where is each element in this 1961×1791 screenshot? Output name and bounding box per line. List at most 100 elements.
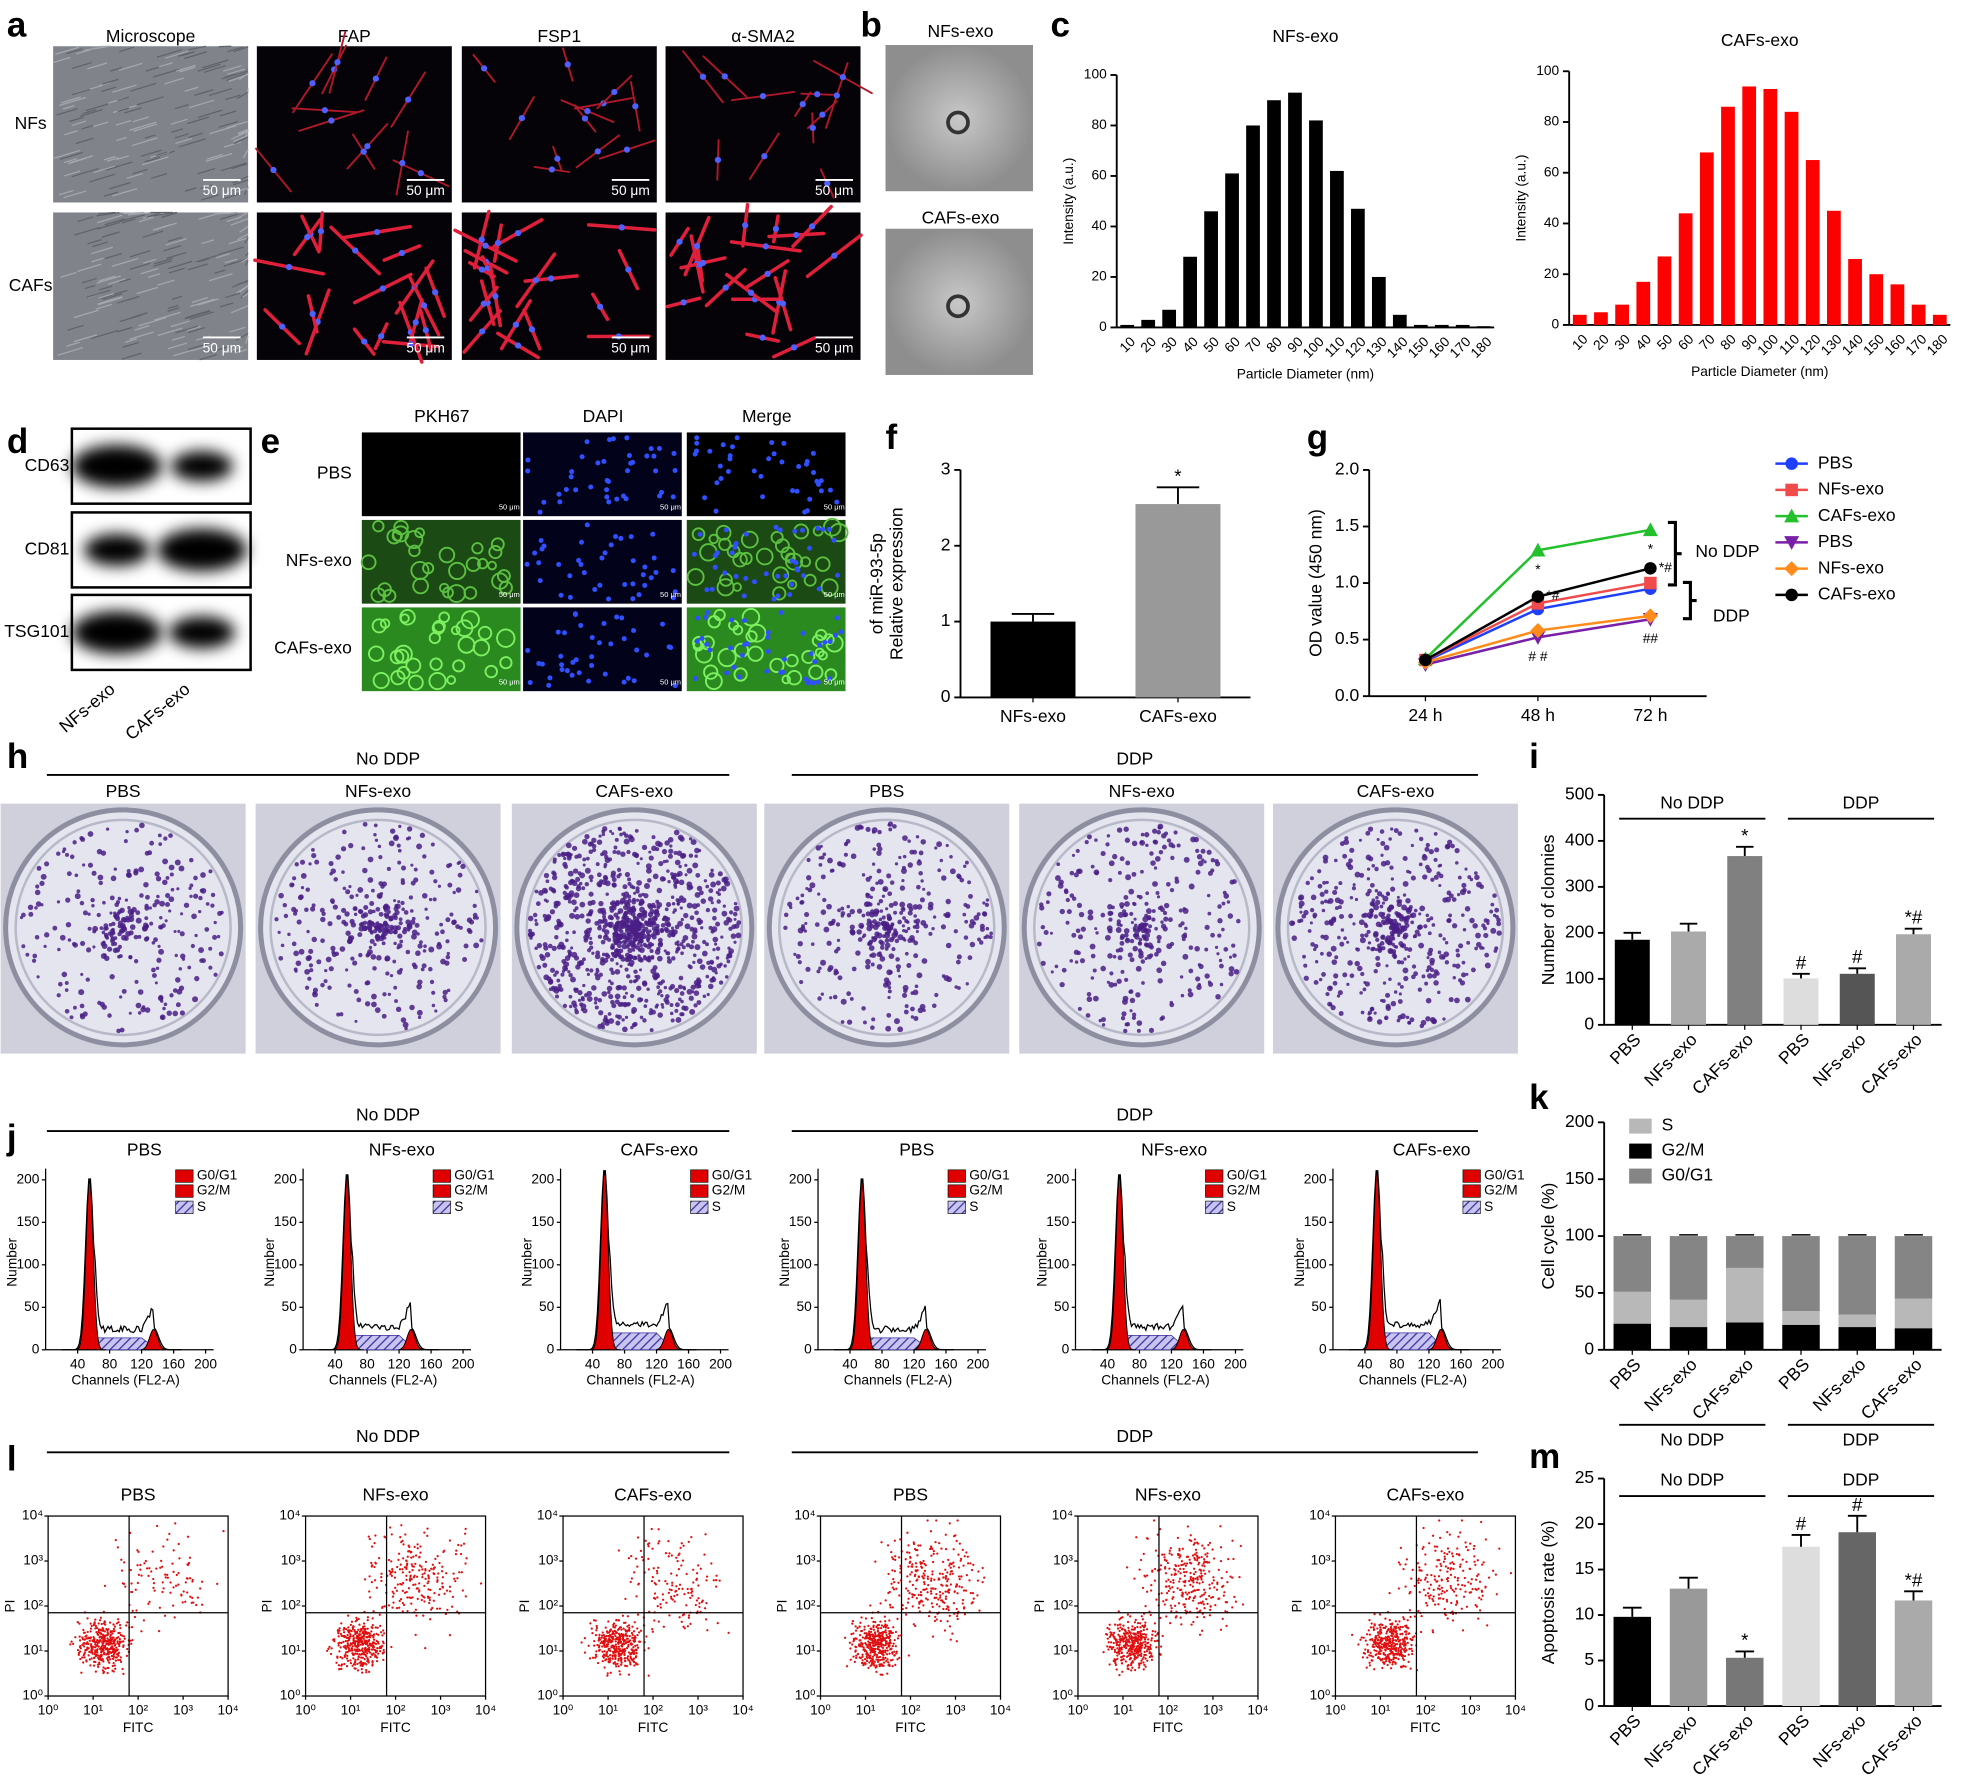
plate-label: CAFs-exo — [1357, 781, 1435, 801]
colony — [642, 1018, 647, 1023]
colony — [79, 900, 85, 906]
event — [177, 1572, 180, 1575]
colony — [803, 929, 808, 933]
cell-texture — [157, 279, 175, 286]
dapi-nucleus — [827, 676, 833, 682]
colony — [567, 953, 572, 958]
colony — [330, 868, 336, 874]
colony — [560, 972, 565, 977]
colony — [565, 930, 569, 935]
colony — [879, 945, 885, 950]
colony — [677, 984, 683, 990]
colony — [424, 907, 428, 911]
green-cell — [394, 648, 410, 664]
colony — [582, 838, 588, 845]
y-tick-label: 150 — [531, 1214, 554, 1229]
nucleus — [378, 333, 385, 340]
colony — [608, 979, 612, 983]
event — [164, 1576, 167, 1579]
colony — [333, 877, 338, 882]
colony — [1215, 993, 1221, 1000]
event — [171, 1562, 174, 1565]
colony — [1427, 950, 1433, 957]
column-label: FAP — [338, 26, 371, 46]
colony — [1375, 955, 1381, 961]
event — [373, 1648, 377, 1651]
event — [117, 1618, 120, 1621]
colony — [1475, 881, 1482, 888]
event — [91, 1651, 94, 1655]
cell-texture — [129, 262, 151, 271]
colony — [856, 908, 863, 914]
colony — [298, 894, 304, 900]
event — [136, 1581, 139, 1585]
row-label: CD63 — [25, 455, 70, 475]
colony — [1204, 924, 1210, 930]
event — [351, 1649, 354, 1652]
colony — [416, 983, 422, 990]
colony — [1442, 1017, 1446, 1021]
colony — [367, 877, 374, 883]
event — [147, 1602, 150, 1606]
colony — [1448, 893, 1454, 899]
cell-texture — [189, 298, 215, 308]
colony — [1317, 869, 1322, 874]
colony — [289, 882, 295, 888]
event — [189, 1595, 192, 1598]
event — [166, 1573, 169, 1577]
event — [94, 1627, 97, 1630]
colony — [1163, 902, 1170, 909]
colony — [1424, 981, 1429, 986]
colony — [1369, 882, 1375, 888]
column-label: CAFs-exo — [121, 679, 193, 744]
colony — [876, 932, 883, 939]
colony — [837, 908, 841, 913]
y-tick-label: 0 — [1319, 1341, 1327, 1356]
colony — [381, 1013, 387, 1019]
colony — [877, 829, 882, 835]
colony — [194, 933, 198, 938]
colony — [1046, 891, 1052, 897]
event — [112, 1651, 116, 1654]
colony — [837, 975, 843, 981]
event — [106, 1671, 109, 1675]
event — [382, 1629, 385, 1632]
dapi-nucleus — [573, 657, 579, 663]
y-tick-label: 0 — [547, 1341, 555, 1356]
colony — [622, 995, 627, 1000]
dapi-nucleus — [538, 537, 544, 543]
colony — [1385, 891, 1390, 896]
colony — [1454, 997, 1460, 1004]
vesicle — [946, 110, 970, 135]
colony — [1483, 932, 1489, 939]
colony — [1123, 928, 1130, 934]
colony — [1475, 932, 1481, 939]
event — [424, 1646, 427, 1650]
cell-texture — [132, 116, 149, 123]
colony — [939, 858, 944, 863]
event — [346, 1659, 350, 1663]
colony — [900, 868, 907, 875]
colony — [915, 929, 919, 934]
cell-texture — [116, 136, 127, 142]
colony — [624, 920, 628, 924]
colony — [690, 984, 696, 990]
event — [335, 1661, 338, 1664]
colony — [555, 994, 560, 999]
colony — [128, 955, 133, 960]
colony — [399, 967, 403, 972]
colony — [900, 907, 906, 912]
colony — [940, 924, 946, 930]
event — [348, 1635, 351, 1638]
cell-texture — [184, 51, 207, 60]
colony — [783, 925, 788, 930]
colony — [1195, 848, 1200, 853]
colony — [1154, 926, 1158, 931]
y-tick-label: 50 — [282, 1299, 298, 1314]
y-axis-label: PI — [260, 1600, 275, 1613]
colony — [664, 920, 671, 927]
colony — [1484, 952, 1490, 958]
dapi-nucleus — [589, 663, 595, 669]
event — [352, 1634, 355, 1637]
colony — [1129, 938, 1135, 944]
